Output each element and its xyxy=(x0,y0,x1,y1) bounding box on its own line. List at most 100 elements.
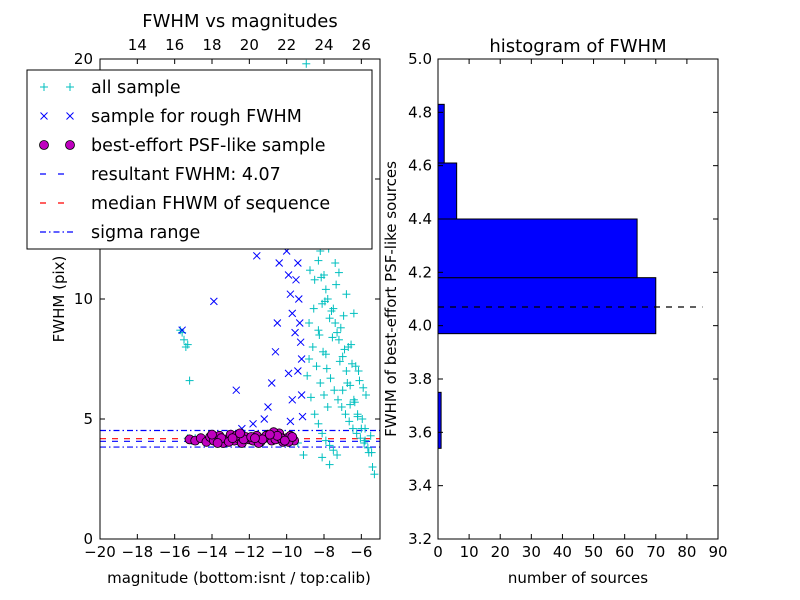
point-all-sample xyxy=(338,386,347,395)
point-rough-sample xyxy=(232,386,241,395)
point-all-sample xyxy=(347,340,356,349)
point-all-sample xyxy=(338,352,347,361)
point-rough-sample xyxy=(292,275,300,284)
point-all-sample xyxy=(352,429,361,438)
point-best-effort xyxy=(227,433,238,444)
point-all-sample xyxy=(325,441,334,450)
point-all-sample xyxy=(341,410,350,419)
point-all-sample xyxy=(320,297,329,306)
point-rough-sample-b xyxy=(298,412,307,421)
point-rough-sample-b xyxy=(284,369,293,378)
point-all-sample xyxy=(322,364,331,373)
x-axis-label: magnitude (bottom:isnt / top:calib) xyxy=(107,569,371,587)
point-all-sample xyxy=(315,331,324,339)
point-rough-sample-b xyxy=(284,271,293,279)
point-all-sample xyxy=(334,395,342,404)
y-axis-label: FWHM (pix) xyxy=(50,256,68,343)
point-all-sample xyxy=(321,285,330,294)
top-x-tick-label: 18 xyxy=(202,36,221,54)
point-all-sample xyxy=(310,410,319,419)
top-x-tick-label: 20 xyxy=(240,36,259,54)
point-best-effort xyxy=(250,433,260,444)
point-rough-sample-b xyxy=(295,319,304,327)
point-rough-sample xyxy=(210,297,218,306)
point-all-sample xyxy=(353,412,362,421)
y-tick-label: 5 xyxy=(83,410,93,428)
y-tick-label: 20 xyxy=(74,50,93,68)
point-rough-sample-b xyxy=(273,319,282,327)
point-rough-sample xyxy=(284,271,293,279)
y-tick-label: 5.0 xyxy=(408,50,432,68)
legend-marker xyxy=(65,140,75,150)
x-tick-label: 20 xyxy=(491,543,510,561)
y-tick-label: 4.8 xyxy=(408,103,432,121)
y-tick-label: 4.0 xyxy=(408,317,432,335)
point-all-sample xyxy=(185,376,194,385)
legend: all sample sample for rough FWHM best-effo… xyxy=(26,69,373,250)
point-all-sample xyxy=(356,434,365,443)
legend-label: sigma range xyxy=(91,223,200,243)
point-rough-sample-b xyxy=(286,417,295,426)
y-tick-label: 3.2 xyxy=(408,530,432,548)
point-rough-sample xyxy=(273,319,282,327)
histogram-axes-frame xyxy=(437,58,719,540)
x-tick-label: −12 xyxy=(234,543,266,561)
top-x-tick-label: 22 xyxy=(277,36,296,54)
point-rough-sample-b xyxy=(296,338,305,347)
point-all-sample xyxy=(306,393,315,402)
point-all-sample xyxy=(318,453,327,462)
point-rough-sample-b xyxy=(288,309,297,318)
histogram-bar xyxy=(437,162,458,220)
point-rough-sample xyxy=(298,412,307,421)
chart-title: FWHM vs magnitudes xyxy=(142,11,337,32)
point-best-effort xyxy=(235,428,245,439)
point-all-sample xyxy=(305,355,314,363)
top-x-tick-label: 16 xyxy=(165,36,184,54)
legend-entry-all: all sample xyxy=(40,78,181,98)
point-rough-sample xyxy=(286,417,295,426)
point-all-sample xyxy=(318,429,327,438)
point-rough-sample-b xyxy=(267,379,276,387)
point-all-sample xyxy=(368,463,377,471)
y-tick-label: 3.8 xyxy=(408,370,432,388)
x-tick-label: 80 xyxy=(677,543,696,561)
point-all-sample xyxy=(342,290,351,299)
scatter-plot-fwhm-vs-magnitudes: −20 −18 −16 −14 −12 −10 −8 −6 14 16 18 20 22 24 26 0 5 10… xyxy=(26,11,381,587)
point-best-effort xyxy=(207,429,217,440)
point-rough-sample xyxy=(288,309,297,318)
point-all-sample xyxy=(310,275,319,284)
x-tick-label: −6 xyxy=(350,543,372,561)
x-tick-label: 40 xyxy=(553,543,572,561)
point-all-sample xyxy=(314,326,323,335)
point-all-sample xyxy=(319,347,328,356)
point-all-sample xyxy=(329,304,338,313)
point-best-effort xyxy=(212,438,223,448)
y-tick-label: 3.4 xyxy=(408,477,432,495)
x-tick-label: −8 xyxy=(313,543,335,561)
point-rough-sample-b xyxy=(275,259,284,267)
point-rough-sample xyxy=(294,259,302,267)
point-all-sample xyxy=(323,403,332,411)
point-all-sample xyxy=(363,443,372,452)
point-best-effort xyxy=(264,429,275,440)
point-rough-sample-b xyxy=(288,395,297,404)
point-all-sample xyxy=(334,268,343,277)
legend-label: resultant FWHM: 4.07 xyxy=(91,165,281,185)
x-tick-label: 50 xyxy=(584,543,603,561)
point-all-sample xyxy=(314,256,323,265)
top-x-tick-label: 24 xyxy=(314,36,333,54)
point-all-sample xyxy=(328,333,337,342)
y-tick-label: 4.2 xyxy=(408,263,432,281)
point-rough-sample xyxy=(260,415,269,423)
legend-marker xyxy=(66,83,74,91)
point-rough-sample xyxy=(264,403,272,411)
point-rough-sample xyxy=(284,369,293,378)
point-all-sample xyxy=(305,319,314,327)
x-tick-label: 30 xyxy=(522,543,541,561)
legend-marker xyxy=(40,112,48,120)
point-rough-sample-b xyxy=(286,290,295,299)
y-tick-label: 4.4 xyxy=(408,210,432,228)
point-all-sample xyxy=(309,304,318,313)
x-axis-label: number of sources xyxy=(508,569,648,587)
